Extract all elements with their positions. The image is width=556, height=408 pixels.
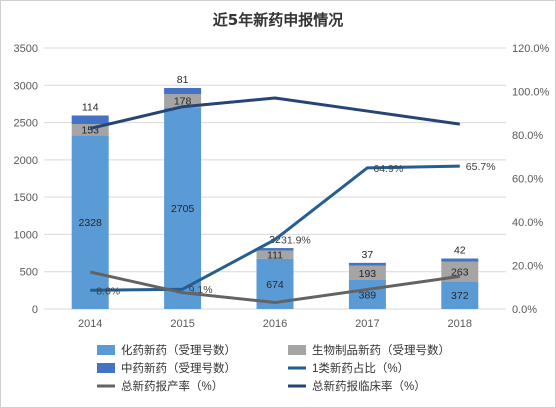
bar-segment xyxy=(256,250,294,259)
line-data-label: 64.9% xyxy=(373,163,403,175)
bar-data-label: 81 xyxy=(177,74,189,86)
bar-data-label: 178 xyxy=(174,96,192,108)
bar-data-label: 263 xyxy=(451,266,469,278)
bar-segment xyxy=(71,123,109,136)
legend-swatch xyxy=(97,363,115,373)
line-series xyxy=(89,270,461,304)
bar-segment xyxy=(441,281,479,309)
x-tick-label: 2018 xyxy=(448,318,472,330)
left-tick-label: 3500 xyxy=(14,43,38,55)
bar-segment xyxy=(164,107,202,309)
bar-segment xyxy=(71,135,109,309)
x-tick-label: 2015 xyxy=(170,318,194,330)
line-series xyxy=(89,96,461,130)
legend-label: 中药新药（受理号数） xyxy=(121,361,236,375)
legend-label: 总新药报产率（%） xyxy=(121,379,223,393)
bar-data-label: 42 xyxy=(454,245,466,257)
bar-segment xyxy=(348,265,386,280)
left-tick-label: 2500 xyxy=(14,118,38,130)
bar-data-label: 674 xyxy=(266,279,284,291)
bar-segment xyxy=(256,248,294,251)
right-tick-label: 120.0% xyxy=(512,43,550,55)
legend-swatch xyxy=(288,345,306,355)
bar-segment xyxy=(71,115,109,124)
line-series xyxy=(90,164,460,292)
right-tick-label: 20.0% xyxy=(512,261,543,273)
bar-data-label: 389 xyxy=(359,289,377,301)
bar-segment xyxy=(348,279,386,309)
bar-data-label: 372 xyxy=(451,290,469,302)
left-tick-label: 500 xyxy=(20,267,38,279)
right-tick-label: 100.0% xyxy=(512,87,550,99)
right-tick-label: 80.0% xyxy=(512,130,543,142)
right-tick-label: 60.0% xyxy=(512,174,543,186)
line-data-label: 31.9% xyxy=(281,235,311,247)
x-tick-label: 2014 xyxy=(78,318,102,330)
right-tick-label: 40.0% xyxy=(512,217,543,229)
bar-data-label: 193 xyxy=(359,268,377,280)
x-tick-label: 2016 xyxy=(263,318,287,330)
x-tick-label: 2017 xyxy=(355,318,379,330)
bar-data-label: 2705 xyxy=(171,203,195,215)
bar-segment xyxy=(441,258,479,262)
bar-data-label: 114 xyxy=(82,101,99,113)
legend-swatch xyxy=(97,345,115,355)
left-tick-label: 2000 xyxy=(14,155,38,167)
right-tick-label: 0.0% xyxy=(512,304,537,316)
bar-segment xyxy=(164,94,202,108)
line-data-label: 65.7% xyxy=(466,161,496,173)
bar-segment xyxy=(348,262,386,266)
legend-label: 生物制品新药（受理号数） xyxy=(312,343,450,357)
left-tick-label: 1000 xyxy=(14,229,38,241)
legend-label: 化药新药（受理号数） xyxy=(121,343,236,357)
bar-data-label: 2328 xyxy=(79,217,103,229)
left-tick-label: 3000 xyxy=(14,80,38,92)
chart-title: 近5年新药申报情况 xyxy=(212,11,344,29)
bar-data-label: 37 xyxy=(362,249,374,261)
line-data-label: 8.6% xyxy=(96,285,120,297)
legend-label: 总新药报临床率（%） xyxy=(312,379,426,393)
bar-segment xyxy=(164,87,202,95)
left-tick-label: 0 xyxy=(32,304,38,316)
bar-data-label: 111 xyxy=(267,250,283,262)
legend-label: 1类新药占比（%） xyxy=(312,361,409,375)
left-tick-label: 1500 xyxy=(14,192,38,204)
